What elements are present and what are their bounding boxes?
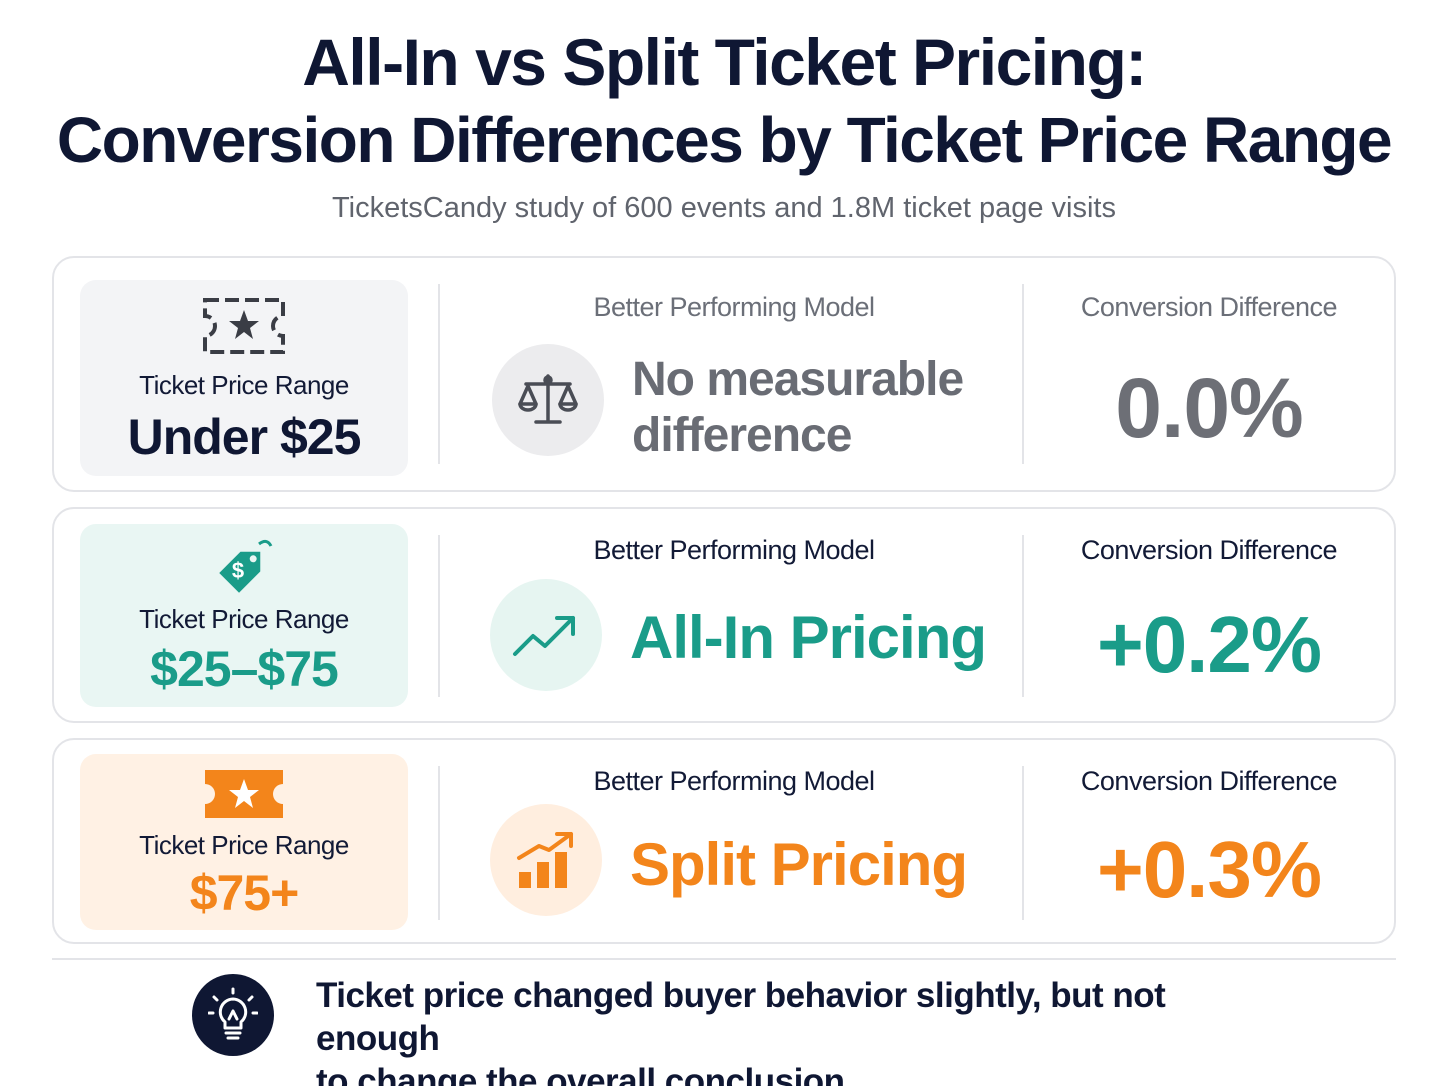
range-panel: Ticket Price Range Under $25 bbox=[80, 280, 408, 476]
key-takeaway-line2: to change the overall conclusion. bbox=[316, 1062, 854, 1086]
conversion-difference-value: +0.2% bbox=[1096, 600, 1322, 689]
model-value-line1: No measurable bbox=[632, 353, 964, 406]
ticket-star-outline-icon bbox=[80, 296, 408, 356]
diff-heading: Conversion Difference bbox=[1080, 292, 1338, 322]
footer-divider bbox=[52, 958, 1396, 960]
column-divider bbox=[1022, 284, 1024, 464]
range-value: $25–$75 bbox=[150, 641, 339, 697]
svg-text:$: $ bbox=[232, 558, 244, 583]
range-panel: Ticket Price Range $75+ bbox=[80, 754, 408, 930]
balance-scale-icon bbox=[492, 344, 604, 456]
page-title-line1: All-In vs Split Ticket Pricing: bbox=[302, 25, 1147, 99]
key-takeaway-line1: Ticket price changed buyer behavior slig… bbox=[316, 976, 1166, 1058]
model-value: Split Pricing bbox=[630, 831, 968, 898]
price-range-card-75-plus: Ticket Price Range $75+ Better Performin… bbox=[52, 738, 1396, 944]
bar-chart-growth-icon bbox=[490, 804, 602, 916]
ticket-star-filled-icon bbox=[80, 766, 408, 822]
model-value-line2: difference bbox=[632, 409, 852, 462]
range-label: Ticket Price Range bbox=[139, 830, 349, 860]
page-title-line2: Conversion Differences by Ticket Price R… bbox=[56, 104, 1393, 176]
column-divider bbox=[438, 535, 440, 697]
conversion-difference-value: +0.3% bbox=[1096, 825, 1322, 914]
price-tag-icon: $ bbox=[80, 536, 408, 598]
model-value: All-In Pricing bbox=[630, 604, 987, 671]
range-label: Ticket Price Range bbox=[139, 370, 349, 400]
key-takeaway: Ticket price changed buyer behavior slig… bbox=[316, 974, 1296, 1086]
range-label: Ticket Price Range bbox=[139, 604, 349, 634]
conversion-difference-value: 0.0% bbox=[1115, 361, 1303, 455]
price-range-card-25-75: $ Ticket Price Range $25–$75 Better Perf… bbox=[52, 507, 1396, 723]
model-heading: Better Performing Model bbox=[593, 535, 875, 565]
column-divider bbox=[438, 766, 440, 920]
page-subtitle: TicketsCandy study of 600 events and 1.8… bbox=[332, 192, 1116, 224]
price-range-card-under-25: Ticket Price Range Under $25 Better Perf… bbox=[52, 256, 1396, 492]
trend-up-icon bbox=[490, 579, 602, 691]
diff-heading: Conversion Difference bbox=[1080, 766, 1338, 796]
range-panel: $ Ticket Price Range $25–$75 bbox=[80, 524, 408, 707]
column-divider bbox=[438, 284, 440, 464]
diff-heading: Conversion Difference bbox=[1080, 535, 1338, 565]
model-heading: Better Performing Model bbox=[593, 766, 875, 796]
model-value: No measurable difference bbox=[632, 352, 964, 464]
lightbulb-icon bbox=[192, 974, 274, 1056]
range-value: $75+ bbox=[189, 865, 300, 921]
model-heading: Better Performing Model bbox=[593, 292, 875, 322]
column-divider bbox=[1022, 535, 1024, 697]
column-divider bbox=[1022, 766, 1024, 920]
range-value: Under $25 bbox=[127, 409, 362, 465]
